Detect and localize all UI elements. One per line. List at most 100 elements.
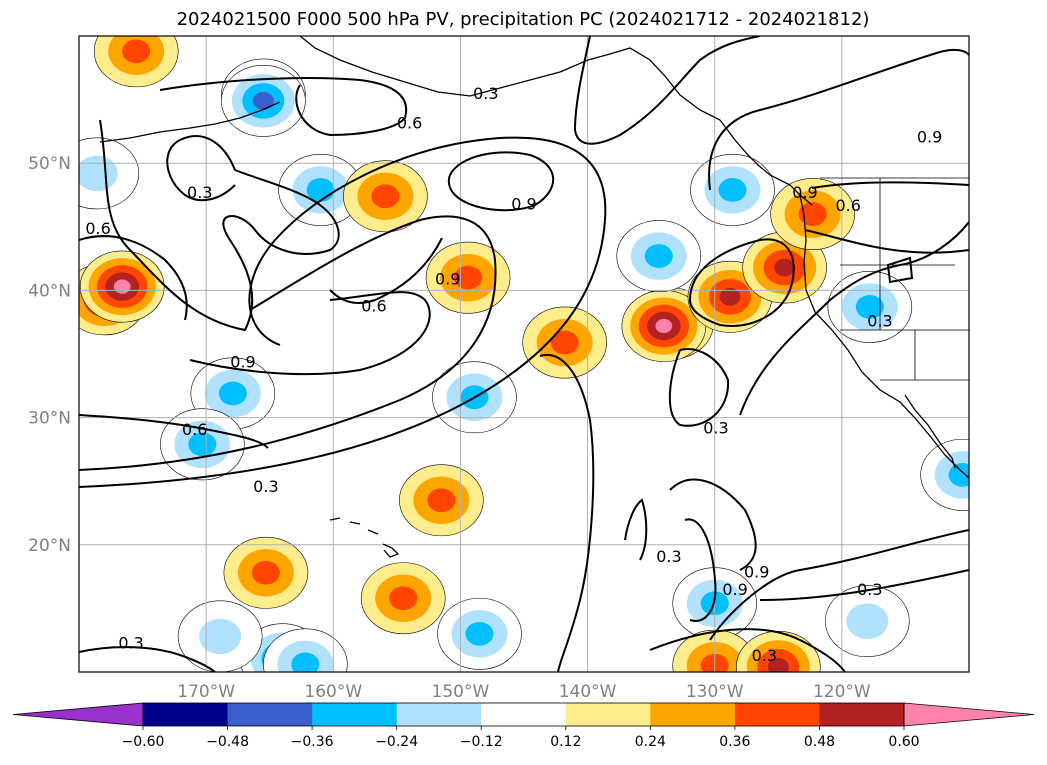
pv-contour — [79, 414, 269, 449]
pv-contour-label: 0.3 — [118, 634, 143, 653]
pv-contour-label: 0.9 — [792, 183, 817, 202]
pv-contour-label: 0.6 — [85, 219, 110, 238]
precip-band — [427, 488, 456, 513]
colorbar-segment — [143, 703, 229, 726]
precipitation-shading — [79, 36, 969, 672]
colorbar-extend-max — [903, 702, 1035, 727]
longitude-tick-label: 150°W — [432, 682, 490, 702]
pv-contour — [669, 478, 757, 571]
colorbar-frame — [142, 702, 905, 727]
pv-contour — [739, 221, 969, 416]
pv-contour — [189, 291, 431, 376]
pv-contour-label: 0.9 — [435, 270, 460, 289]
colorbar-tick-label: 0.36 — [719, 734, 750, 750]
hawaii-islands — [329, 517, 400, 558]
colorbar-segment — [312, 703, 398, 726]
colorbar-segment — [227, 703, 313, 726]
pv-contour — [79, 136, 607, 488]
pv-contour-label: 0.3 — [656, 547, 681, 566]
baja-california — [904, 394, 956, 469]
precip-band — [113, 279, 131, 294]
pv-contour-label: 0.9 — [744, 562, 769, 581]
us-west-coast — [799, 194, 969, 479]
pv-contour — [668, 348, 730, 427]
pv-contour — [79, 235, 188, 321]
precip-band — [846, 603, 889, 639]
pv-contours — [79, 36, 969, 672]
pv-contour — [708, 48, 969, 191]
pv-contour — [539, 354, 595, 672]
precip-band — [251, 560, 280, 585]
colorbar-extend-min — [12, 702, 144, 727]
alaska-coastline — [299, 36, 813, 206]
longitude-tick-label: 160°W — [304, 682, 362, 702]
precip-band — [718, 178, 747, 202]
precip-band — [767, 658, 789, 672]
pv-contour-label: 0.6 — [835, 196, 860, 215]
pv-contour-label: 0.3 — [752, 646, 777, 665]
latitude-tick-label: 30°N — [28, 409, 71, 429]
pv-contour-label: 0.6 — [361, 296, 386, 315]
pv-contour-label: 0.3 — [473, 84, 498, 103]
precip-band — [389, 586, 418, 611]
map-background — [79, 36, 969, 672]
longitude-tick-label: 170°W — [177, 682, 235, 702]
pv-contour — [804, 181, 969, 254]
pv-contour — [79, 628, 846, 672]
pv-contour-label: 0.3 — [187, 183, 212, 202]
colorbar: −0.60 −0.48 −0.36 −0.24 −0.12 0.12 0.24 0.36 0.4… — [12, 702, 1035, 750]
pv-contour — [329, 237, 443, 304]
pv-contour-label: 0.9 — [722, 580, 747, 599]
pv-contour — [573, 36, 761, 145]
colorbar-tick-label: −0.36 — [291, 734, 334, 750]
map-content: 0.30.60.60.30.90.90.60.90.60.30.30.30.90… — [79, 36, 969, 672]
colorbar-segment — [396, 703, 482, 726]
precip-band — [122, 39, 151, 64]
colorbar-tick-label: 0.48 — [804, 734, 835, 750]
pv-contour-labels: 0.30.60.60.30.90.90.60.90.60.30.30.30.90… — [85, 84, 942, 665]
latitude-tick-label: 50°N — [28, 154, 71, 174]
pv-contour — [684, 518, 717, 622]
longitude-tick-label: 120°W — [813, 682, 871, 702]
colorbar-tick-label: 0.24 — [635, 734, 666, 750]
longitude-tick-label: 130°W — [686, 682, 744, 702]
pv-contour-label: 0.9 — [917, 127, 942, 146]
colorbar-tick-label: −0.48 — [206, 734, 249, 750]
colorbar-tick-label: −0.60 — [122, 734, 165, 750]
precip-band — [252, 91, 274, 110]
colorbar-segment — [734, 703, 820, 726]
precip-band — [465, 621, 494, 646]
colorbar-tick-label: 0.12 — [550, 734, 581, 750]
precip-band — [719, 287, 741, 306]
pv-contour — [709, 529, 969, 641]
precip-band — [454, 265, 483, 290]
pv-contour-label: 0.3 — [253, 477, 278, 496]
precip-band — [855, 295, 884, 319]
pv-contour-label: 0.3 — [857, 580, 882, 599]
latitude-tick-labels: 50°N 40°N 30°N 20°N — [28, 154, 71, 556]
latitude-tick-label: 20°N — [28, 536, 71, 556]
pv-contour-label: 0.6 — [182, 420, 207, 439]
colorbar-segment — [565, 703, 651, 726]
pv-contour-label: 0.6 — [397, 113, 422, 132]
precip-band — [218, 381, 247, 406]
colorbar-segment — [819, 703, 905, 726]
pv-contour-label: 0.9 — [230, 352, 255, 371]
pv-contour — [79, 215, 497, 471]
precip-band — [550, 330, 579, 355]
precip-band — [371, 184, 400, 209]
map-frame — [78, 35, 970, 673]
precip-band — [291, 652, 320, 672]
pv-contour — [886, 256, 914, 284]
aleutian-chain — [99, 101, 281, 143]
colorbar-tick-label: −0.24 — [375, 734, 418, 750]
precip-band — [948, 462, 969, 487]
chart-title: 2024021500 F000 500 hPa PV, precipitatio… — [177, 9, 870, 30]
longitude-tick-labels: 170°W 160°W 150°W 140°W 130°W 120°W — [177, 682, 871, 702]
pv-contour — [99, 119, 340, 332]
pv-contour-label: 0.3 — [703, 419, 728, 438]
pv-contour — [159, 77, 408, 137]
precip-band — [188, 432, 217, 457]
precip-band — [655, 318, 673, 334]
